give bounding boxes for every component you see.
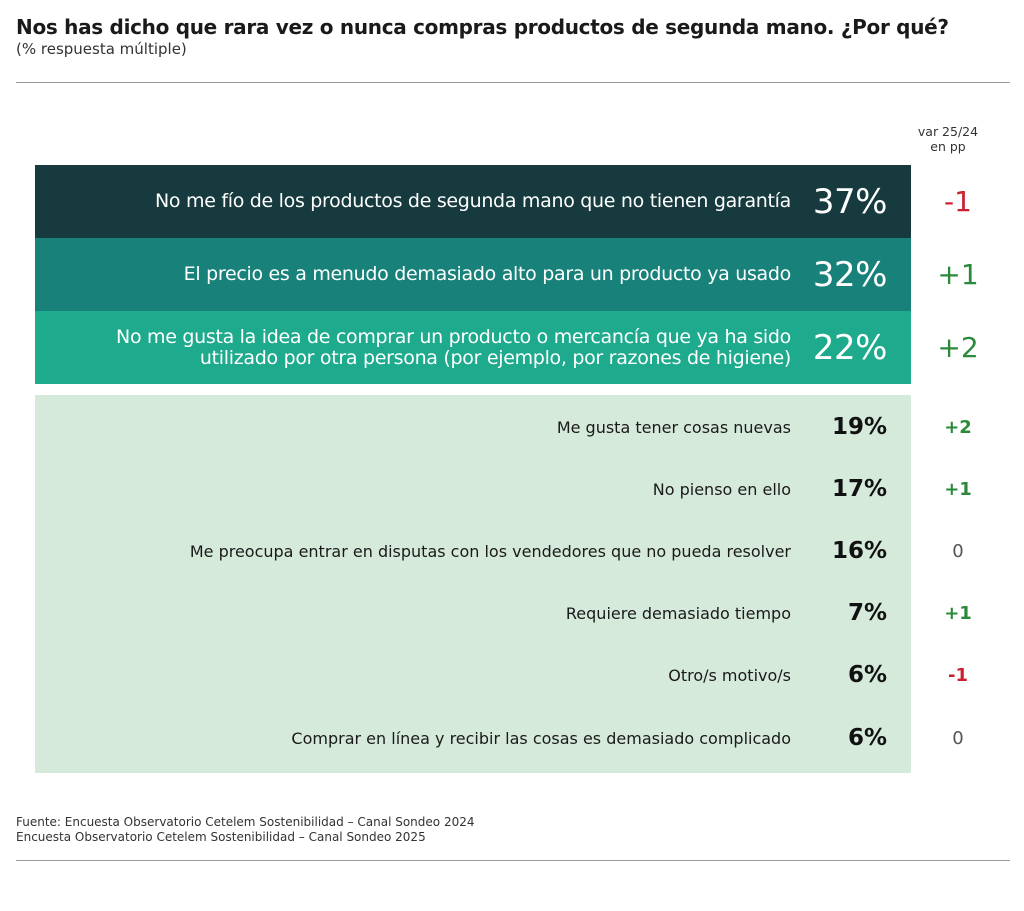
bottom-divider xyxy=(16,860,1010,861)
row-change: +1 xyxy=(937,258,979,291)
row-change: +2 xyxy=(944,416,972,438)
row-value: 17% xyxy=(831,476,887,502)
source-line2: Encuesta Observatorio Cetelem Sostenibil… xyxy=(16,830,426,844)
row-change: -1 xyxy=(944,185,972,218)
row-label: Comprar en línea y recibir las cosas es … xyxy=(291,728,791,748)
chart-title: Nos has dicho que rara vez o nunca compr… xyxy=(16,15,949,39)
row-label: El precio es a menudo demasiado alto par… xyxy=(183,263,792,285)
table-row: No me gusta la idea de comprar un produc… xyxy=(35,311,911,384)
table-row: No pienso en ello 17% xyxy=(35,458,911,520)
row-label: No pienso en ello xyxy=(652,479,791,499)
table-row: El precio es a menudo demasiado alto par… xyxy=(35,238,911,311)
row-label: Me gusta tener cosas nuevas xyxy=(556,417,791,437)
var-header-line2: en pp xyxy=(930,139,966,154)
row-value: 37% xyxy=(812,181,888,222)
table-row: Me gusta tener cosas nuevas 19% xyxy=(35,396,911,458)
table-row: No me fío de los productos de segunda ma… xyxy=(35,165,911,238)
row-label: Requiere demasiado tiempo xyxy=(565,603,791,623)
row-value: 6% xyxy=(847,725,887,751)
table-row: Me preocupa entrar en disputas con los v… xyxy=(35,520,911,582)
table-row: Requiere demasiado tiempo 7% xyxy=(35,582,911,644)
chart-subtitle: (% respuesta múltiple) xyxy=(16,40,187,58)
row-label-line2: utilizado por otra persona (por ejemplo,… xyxy=(199,346,791,369)
row-value: 19% xyxy=(831,414,887,440)
row-value: 32% xyxy=(812,254,888,295)
row-label: No me fío de los productos de segunda ma… xyxy=(155,190,791,212)
top-divider xyxy=(16,82,1010,83)
source-note: Fuente: Encuesta Observatorio Cetelem So… xyxy=(16,815,474,845)
row-change: +1 xyxy=(944,478,972,500)
row-change: 0 xyxy=(952,540,964,562)
row-label: Otro/s motivo/s xyxy=(668,665,791,685)
table-row: Comprar en línea y recibir las cosas es … xyxy=(35,706,911,770)
row-label: No me gusta la idea de comprar un produc… xyxy=(35,311,791,384)
row-label: Me preocupa entrar en disputas con los v… xyxy=(189,541,791,561)
row-value: 7% xyxy=(847,600,887,626)
row-change: +2 xyxy=(937,331,979,364)
row-value: 22% xyxy=(812,327,888,368)
var-header-line1: var 25/24 xyxy=(917,124,979,139)
row-change: +1 xyxy=(944,602,972,624)
source-line1: Fuente: Encuesta Observatorio Cetelem So… xyxy=(16,815,475,829)
row-value: 6% xyxy=(847,662,887,688)
table-row: Otro/s motivo/s 6% xyxy=(35,644,911,706)
row-change: 0 xyxy=(952,727,964,749)
var-column-header: var 25/24 en pp xyxy=(908,124,988,154)
row-change: -1 xyxy=(948,664,968,686)
lower-rows-background xyxy=(35,395,911,773)
row-value: 16% xyxy=(831,538,887,564)
row-label-line1: No me gusta la idea de comprar un produc… xyxy=(116,325,791,348)
